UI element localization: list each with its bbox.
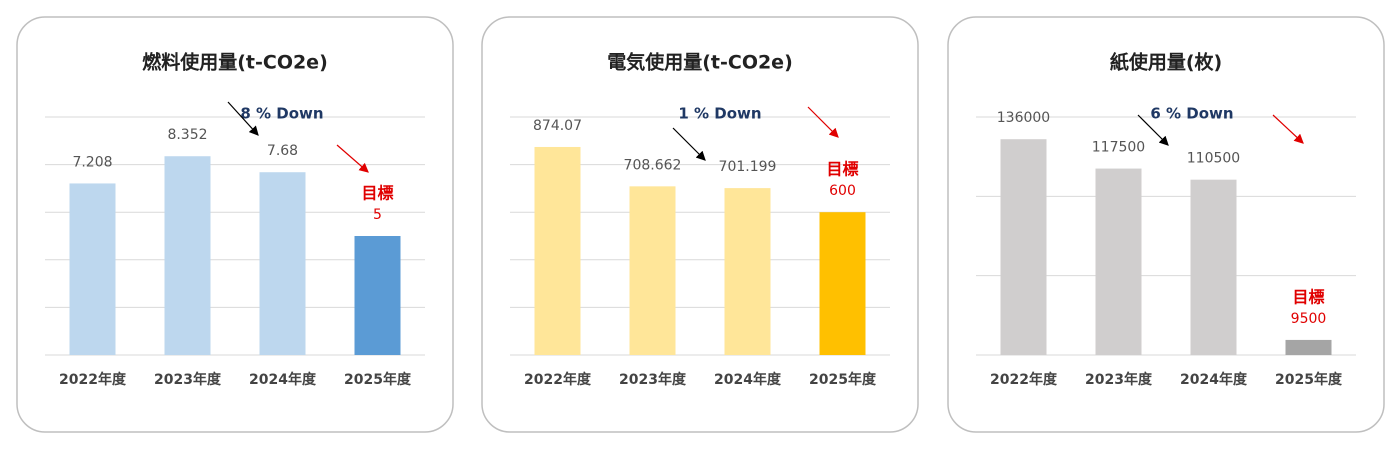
target-label: 目標 [826,160,858,179]
target-label: 目標 [361,184,393,203]
x-tick-label: 2023年度 [619,371,687,388]
bar [164,156,211,355]
x-tick-label: 2022年度 [990,371,1058,388]
data-label: 708.662 [624,157,682,173]
data-label: 7.68 [267,143,298,159]
x-tick-label: 2022年度 [524,371,592,388]
bar [534,146,581,355]
panel [481,16,919,433]
data-label: 5 [373,207,382,223]
annotation: 1 % Down [678,105,761,123]
panel [947,16,1385,433]
data-label: 117500 [1092,140,1145,156]
arrow [1137,114,1169,146]
x-tick-label: 2023年度 [1085,371,1153,388]
x-tick-label: 2024年度 [1180,371,1248,388]
data-label: 9500 [1291,311,1327,327]
bar [1000,139,1047,355]
bar [724,188,771,355]
chart-title: 電気使用量(t-CO2e) [607,51,793,74]
data-label: 701.199 [719,159,777,175]
bar [629,186,676,355]
arrow [807,106,839,138]
bar [259,172,306,355]
bar [1095,168,1142,355]
bar [1190,179,1237,355]
x-tick-label: 2025年度 [809,371,877,388]
data-label: 110500 [1187,151,1240,167]
data-label: 8.352 [167,127,207,143]
data-label: 7.208 [72,154,112,170]
bar [1285,339,1332,355]
x-tick-label: 2024年度 [714,371,782,388]
x-tick-label: 2025年度 [1275,371,1343,388]
arrow [1272,114,1304,144]
x-tick-label: 2022年度 [59,371,127,388]
bar [354,236,401,355]
x-tick-label: 2023年度 [154,371,222,388]
arrow [227,101,259,136]
arrow [336,144,369,173]
x-tick-label: 2024年度 [249,371,317,388]
bar [819,212,866,355]
data-label: 600 [829,183,856,199]
arrow [672,127,706,161]
chart-title: 燃料使用量(t-CO2e) [142,51,328,74]
chart-title: 紙使用量(枚) [1110,51,1222,74]
annotation: 6 % Down [1150,105,1233,123]
annotation: 8 % Down [240,105,323,123]
panel [16,16,454,433]
target-label: 目標 [1292,287,1324,306]
x-tick-label: 2025年度 [344,371,412,388]
data-label: 874.07 [533,118,582,134]
data-label: 136000 [997,110,1050,126]
bar [69,183,116,355]
